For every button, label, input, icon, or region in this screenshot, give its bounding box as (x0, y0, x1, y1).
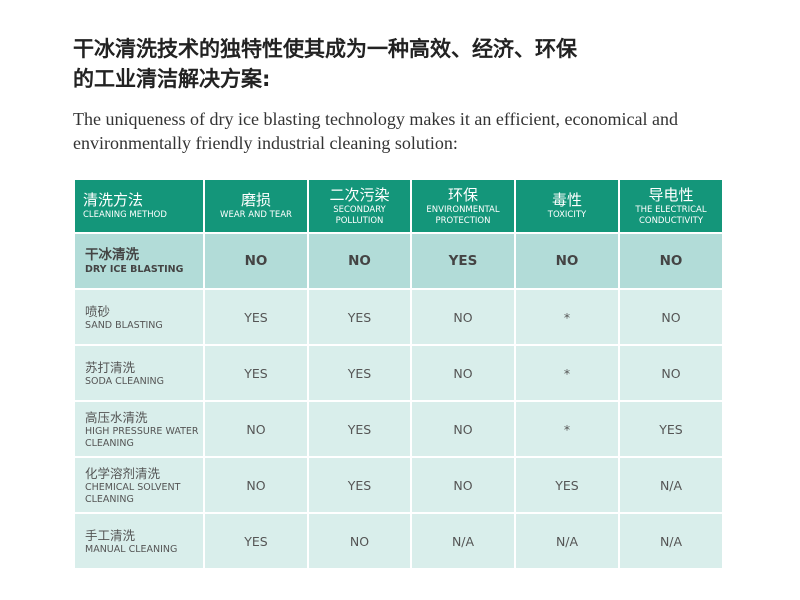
header-cn: 导电性 (648, 185, 694, 204)
header-en: ENVIRONMENTAL PROTECTION (426, 204, 500, 226)
method-cn: 苏打清洗 (85, 359, 136, 375)
header-cn: 环保 (447, 185, 478, 204)
table-row: 化学溶剂清洗 CHEMICAL SOLVENT CLEANING NO YES NO YE… (73, 456, 724, 514)
header-en: THE ELECTRICAL CONDUCTIVITY (635, 204, 707, 226)
value-cell: N/A (618, 456, 724, 514)
method-cn: 手工清洗 (85, 527, 136, 543)
column-header: 毒性 TOXICITY (514, 178, 620, 234)
value-cell: NO (307, 512, 412, 570)
method-cell: 苏打清洗 SODA CLEANING (73, 344, 205, 402)
value-cell: NO (618, 232, 724, 290)
value-cell: NO (514, 232, 620, 290)
value-cell: YES (203, 512, 309, 570)
title-line-1: 干冰清洗技术的独特性使其成为一种高效、经济、环保 (73, 37, 577, 61)
method-en: SAND BLASTING (85, 319, 163, 331)
method-cn: 高压水清洗 (85, 409, 148, 425)
value-cell: NO (410, 400, 516, 458)
title-line-2: 的工业清洁解决方案: (73, 67, 271, 91)
value-cell: YES (307, 456, 412, 514)
value-cell: NO (307, 232, 412, 290)
method-cn: 化学溶剂清洗 (85, 465, 161, 481)
column-header: 磨损 WEAR AND TEAR (203, 178, 309, 234)
value-cell: YES (203, 344, 309, 402)
column-header: 环保 ENVIRONMENTAL PROTECTION (410, 178, 516, 234)
value-cell: N/A (410, 512, 516, 570)
header-en: TOXICITY (547, 210, 587, 220)
value-cell: NO (618, 344, 724, 402)
method-cn: 干冰清洗 (85, 246, 139, 263)
page-title: 干冰清洗技术的独特性使其成为一种高效、经济、环保 的工业清洁解决方案: (73, 34, 577, 94)
value-cell: * (514, 344, 620, 402)
method-cell: 化学溶剂清洗 CHEMICAL SOLVENT CLEANING (73, 456, 205, 514)
table-row: 手工清洗 MANUAL CLEANING YES NO N/A N/A N/A (73, 512, 724, 570)
value-cell: * (514, 288, 620, 346)
comparison-table: 清洗方法 CLEANING METHOD 磨损 WEAR AND TEAR 二次污染 SE… (73, 178, 724, 570)
header-cn: 二次污染 (329, 185, 390, 204)
column-header: 清洗方法 CLEANING METHOD (73, 178, 205, 234)
method-en: MANUAL CLEANING (85, 543, 178, 555)
value-cell: YES (307, 400, 412, 458)
value-cell: NO (203, 400, 309, 458)
value-cell: * (514, 400, 620, 458)
method-en: DRY ICE BLASTING (85, 263, 184, 275)
method-en: HIGH PRESSURE WATER CLEANING (85, 425, 199, 449)
method-en: SODA CLEANING (85, 375, 164, 387)
method-cell: 喷砂 SAND BLASTING (73, 288, 205, 346)
value-cell: YES (410, 232, 516, 290)
method-en: CHEMICAL SOLVENT CLEANING (85, 481, 181, 505)
value-cell: N/A (618, 512, 724, 570)
value-cell: YES (203, 288, 309, 346)
subtitle: The uniqueness of dry ice blasting techn… (73, 109, 678, 153)
value-cell: YES (514, 456, 620, 514)
method-cell: 手工清洗 MANUAL CLEANING (73, 512, 205, 570)
value-cell: YES (618, 400, 724, 458)
table-row: 高压水清洗 HIGH PRESSURE WATER CLEANING NO YES NO… (73, 400, 724, 458)
value-cell: NO (410, 456, 516, 514)
value-cell: YES (307, 288, 412, 346)
method-cell: 干冰清洗 DRY ICE BLASTING (73, 232, 205, 290)
table-row: 苏打清洗 SODA CLEANING YES YES NO * NO (73, 344, 724, 402)
value-cell: NO (618, 288, 724, 346)
value-cell: NO (410, 344, 516, 402)
method-cell: 高压水清洗 HIGH PRESSURE WATER CLEANING (73, 400, 205, 458)
value-cell: NO (410, 288, 516, 346)
table-row: 喷砂 SAND BLASTING YES YES NO * NO (73, 288, 724, 346)
header-en: WEAR AND TEAR (220, 210, 292, 220)
header-row: 清洗方法 CLEANING METHOD 磨损 WEAR AND TEAR 二次污染 SE… (73, 178, 724, 234)
value-cell: YES (307, 344, 412, 402)
header-en: CLEANING METHOD (83, 210, 167, 220)
header-cn: 清洗方法 (83, 191, 144, 209)
column-header: 二次污染 SECONDARY POLLUTION (307, 178, 412, 234)
table-row: 干冰清洗 DRY ICE BLASTING NO NO YES NO NO (73, 232, 724, 290)
column-header: 导电性 THE ELECTRICAL CONDUCTIVITY (618, 178, 724, 234)
method-cn: 喷砂 (85, 303, 111, 319)
header-cn: 磨损 (240, 191, 271, 209)
header-en: SECONDARY POLLUTION (333, 204, 386, 226)
value-cell: NO (203, 232, 309, 290)
header-cn: 毒性 (551, 191, 582, 209)
value-cell: N/A (514, 512, 620, 570)
value-cell: NO (203, 456, 309, 514)
